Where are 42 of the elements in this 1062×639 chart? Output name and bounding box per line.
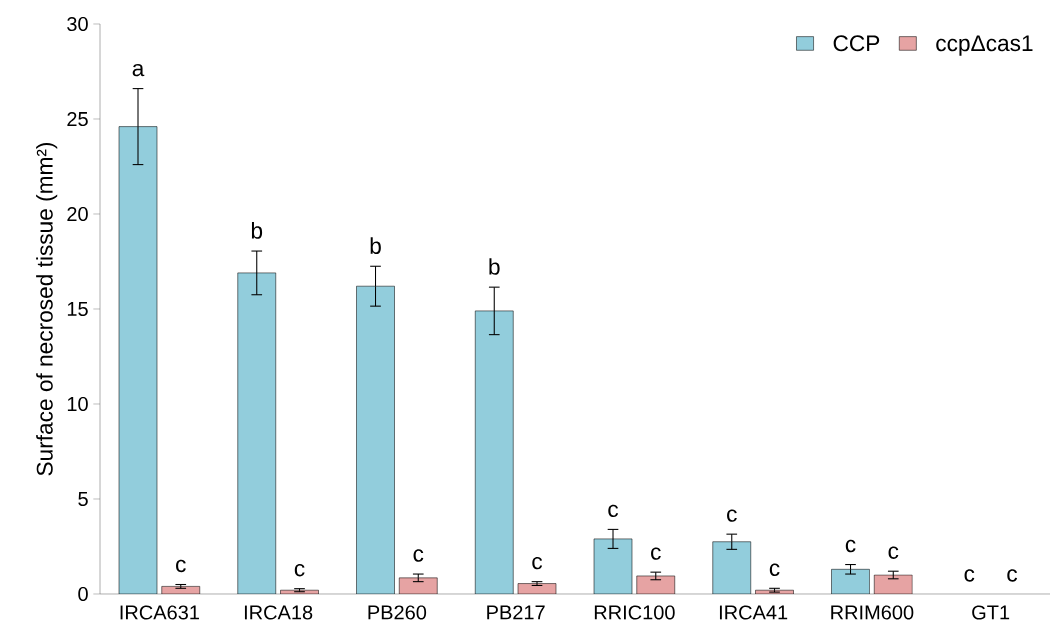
data-label: c — [413, 549, 424, 562]
text: c — [964, 569, 975, 582]
data-label: b — [251, 222, 263, 239]
y-tick-label: 25 — [67, 111, 88, 127]
bar — [636, 575, 676, 594]
data-label: c — [532, 556, 543, 570]
y-tick-label: 20 — [67, 206, 88, 222]
x-tick-label: PB260 — [368, 605, 427, 620]
data-label: a — [132, 63, 145, 77]
bar — [831, 569, 870, 594]
y-tick-label: 5 — [78, 492, 88, 506]
legend-label: CCP — [833, 35, 880, 52]
y-tick-label: 30 — [67, 16, 88, 32]
data-label: c — [769, 563, 780, 576]
bar — [280, 589, 319, 594]
y-tick-label: 0 — [78, 586, 88, 602]
y-axis-title: Surface of necrosed tissue (mm²) — [36, 142, 58, 476]
text: c — [1007, 569, 1018, 582]
x-tick-label: PB217 — [487, 605, 545, 620]
data-label: c — [845, 539, 856, 553]
x-tick-label: IRCA18 — [244, 605, 313, 620]
data-label: c — [294, 563, 305, 577]
data-label: c — [176, 559, 186, 573]
legend-label: ccpΔcas1 — [936, 35, 1033, 56]
bar — [873, 574, 913, 594]
bar — [161, 586, 201, 594]
x-tick-label: RRIC100 — [594, 605, 675, 620]
x-tick-label: GT1 — [972, 605, 1010, 620]
y-tick-label: 10 — [67, 396, 88, 412]
bar — [517, 583, 557, 594]
data-label: c — [608, 504, 619, 518]
bar — [398, 577, 438, 594]
bar — [356, 285, 395, 594]
y-tick-label: 15 — [67, 302, 88, 316]
x-tick-label: IRCA41 — [719, 605, 788, 620]
data-label: c — [888, 546, 899, 559]
data-label: c — [651, 547, 661, 560]
x-tick-label: IRCA631 — [120, 605, 199, 620]
x-tick-label: RRIM600 — [831, 605, 914, 620]
data-label: b — [489, 258, 500, 275]
data-label: b — [370, 237, 381, 254]
data-label: c — [727, 509, 737, 522]
